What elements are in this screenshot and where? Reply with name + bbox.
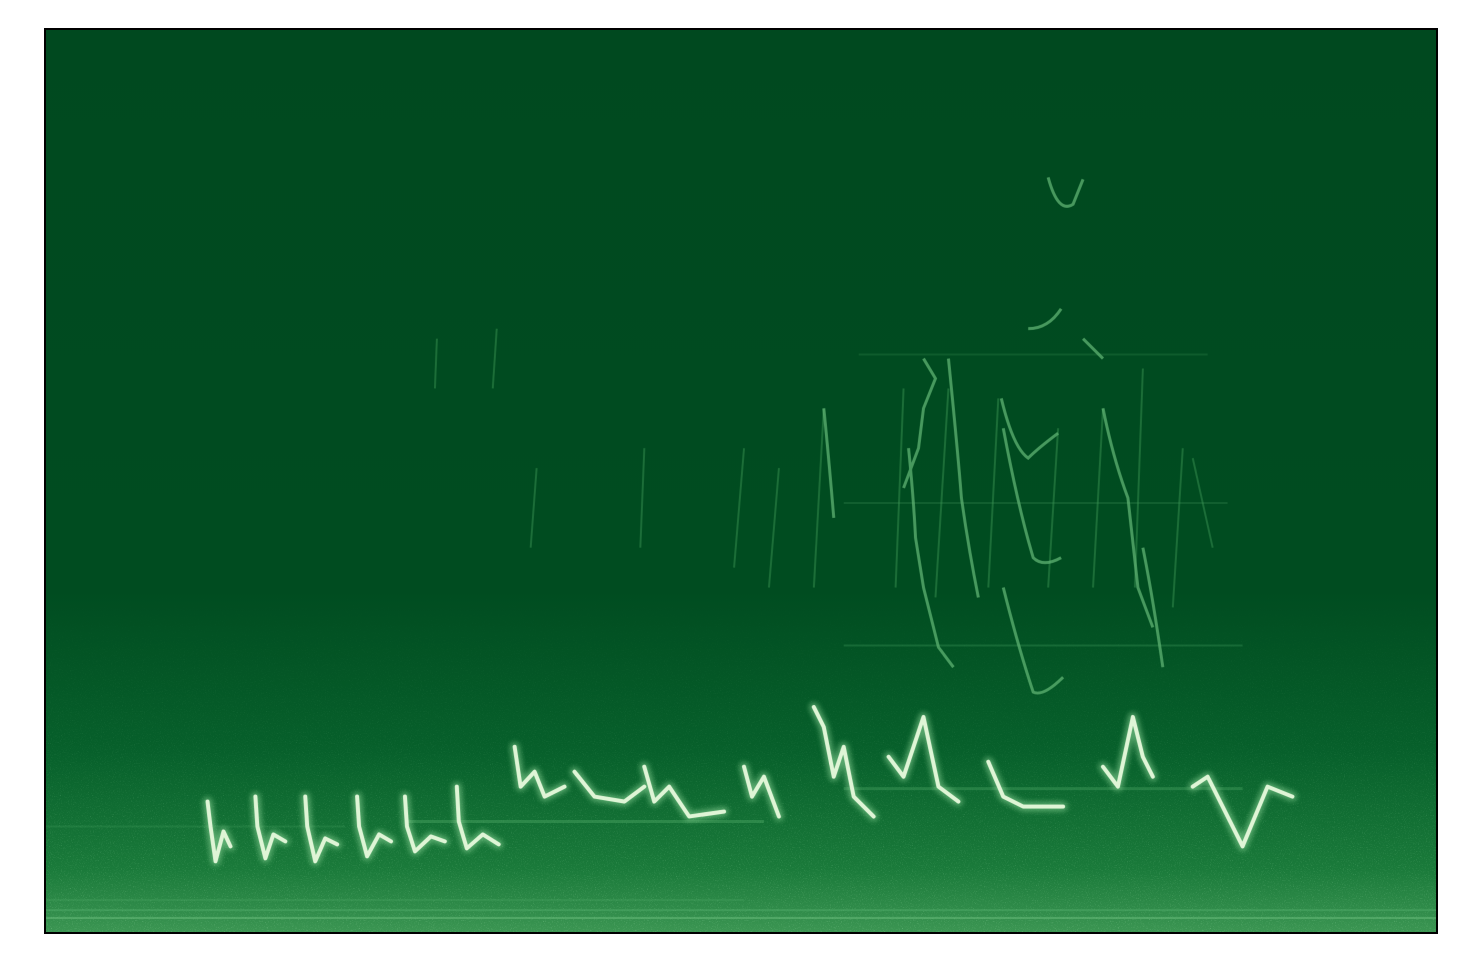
main-contours (203, 702, 1297, 866)
spectrogram-image (46, 30, 1436, 932)
harmonics (822, 176, 1165, 695)
low-bands (46, 353, 1436, 920)
transients (433, 328, 1214, 608)
spectrogram-frame (44, 28, 1438, 934)
